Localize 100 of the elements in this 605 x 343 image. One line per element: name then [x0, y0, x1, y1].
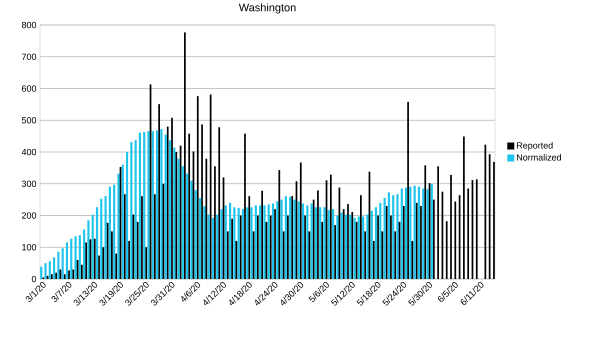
bar [143, 132, 146, 280]
bar [400, 188, 403, 280]
bar [319, 207, 322, 280]
bar [422, 188, 424, 280]
bar [306, 205, 308, 280]
bar [96, 207, 98, 280]
y-tick-label: 800 [22, 22, 36, 28]
bar [430, 184, 433, 280]
bar [220, 209, 223, 280]
bar [298, 202, 300, 280]
bar [100, 198, 102, 280]
legend-label: Reported [517, 142, 553, 150]
bar [117, 174, 120, 280]
bar [173, 148, 176, 280]
bar [272, 203, 274, 280]
bar [293, 200, 296, 280]
bar [147, 131, 150, 280]
y-tick-label: 500 [22, 117, 36, 124]
bar [310, 203, 313, 280]
bar [78, 235, 81, 280]
bar [238, 208, 240, 280]
bar [48, 261, 51, 280]
bar [233, 207, 236, 280]
bar [134, 140, 137, 280]
y-tick-label: 700 [22, 54, 36, 60]
bar [138, 132, 142, 280]
y-tick-label: 0 [32, 276, 36, 282]
bar [259, 205, 262, 280]
bar [203, 206, 206, 280]
bar [418, 186, 420, 280]
bar [263, 205, 266, 280]
bar [177, 158, 180, 280]
bar [276, 201, 278, 280]
bar [414, 186, 416, 280]
bar [44, 263, 47, 280]
bar [229, 202, 232, 280]
bar [379, 202, 382, 280]
bar [336, 216, 338, 280]
y-tick-label: 200 [22, 212, 36, 219]
bar [130, 142, 132, 280]
bar [74, 236, 77, 280]
bar [384, 198, 386, 280]
bar [92, 214, 94, 280]
bar [83, 229, 86, 280]
bar [62, 248, 64, 280]
bar [66, 242, 68, 280]
bar [353, 218, 356, 280]
bar [370, 210, 373, 280]
bar [254, 205, 257, 280]
bar [340, 212, 343, 280]
bar [388, 192, 390, 280]
bar [246, 207, 248, 280]
y-tick-label: 600 [22, 85, 36, 92]
bar [190, 180, 193, 280]
bar [349, 214, 352, 280]
bar [108, 186, 111, 280]
bar [87, 220, 90, 280]
bar [284, 196, 287, 280]
bar [374, 207, 378, 280]
bar [182, 166, 184, 280]
bar [160, 129, 162, 280]
bar [198, 198, 202, 280]
bar [332, 209, 334, 280]
bar [122, 164, 124, 280]
bar [156, 130, 158, 280]
bar [104, 196, 107, 280]
bar [328, 210, 330, 280]
bar [113, 184, 116, 280]
bar [280, 200, 283, 280]
bar [426, 189, 429, 280]
bar [404, 188, 408, 280]
bar [323, 207, 326, 280]
bar [358, 216, 360, 280]
bar [268, 204, 270, 280]
bar [314, 207, 317, 280]
bar [40, 266, 42, 280]
bar [302, 203, 304, 280]
bar [344, 214, 348, 280]
y-tick-label: 300 [22, 180, 36, 187]
bar [126, 152, 128, 280]
bar [366, 214, 369, 280]
bar [224, 205, 227, 280]
y-tick-label: 100 [22, 244, 36, 250]
bar [57, 252, 60, 280]
bar [212, 218, 214, 280]
chart-title: Washington [238, 3, 296, 14]
bar [362, 216, 364, 280]
bar [186, 174, 188, 280]
bar [250, 207, 253, 280]
bar [152, 131, 154, 280]
bar [164, 134, 167, 280]
bar [392, 195, 394, 280]
bar [396, 194, 399, 280]
bar [70, 238, 72, 280]
bar [216, 214, 218, 280]
bar [194, 190, 197, 280]
bar [242, 209, 244, 280]
legend-label: Normalized [517, 154, 562, 161]
bar [208, 214, 210, 280]
bar [409, 186, 412, 280]
